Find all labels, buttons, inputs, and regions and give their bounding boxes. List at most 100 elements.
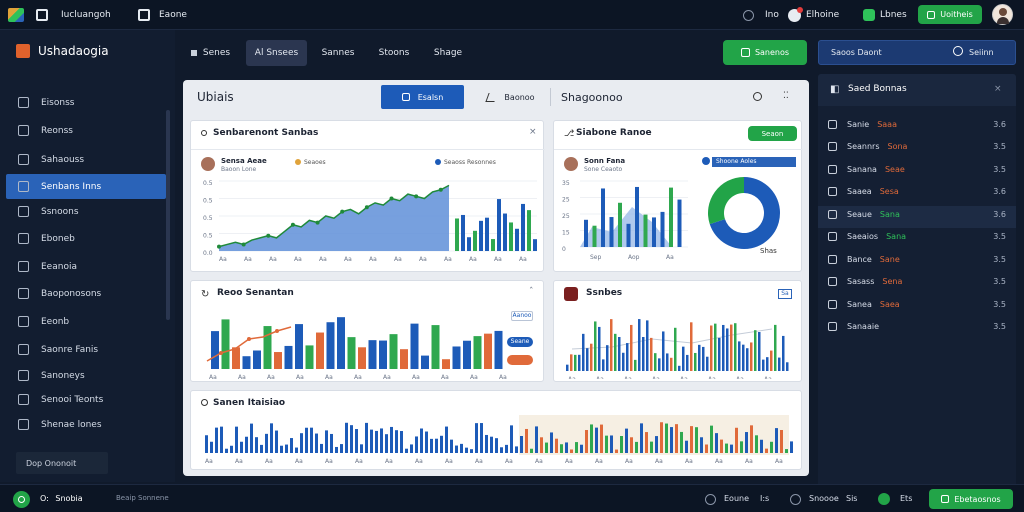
sync-icon[interactable] bbox=[790, 494, 801, 505]
panel-row[interactable]: Sanea Saea 3.5 bbox=[828, 294, 1006, 314]
primary-label: Esalsn bbox=[417, 92, 444, 102]
topbar-action-button[interactable]: Uoitheis bbox=[918, 5, 982, 24]
topbar-ino[interactable]: Ino bbox=[743, 0, 779, 30]
filter-pill[interactable]: Aanoo bbox=[511, 311, 533, 321]
topbar-lbnes[interactable]: Lbnes bbox=[863, 0, 907, 30]
tab-label: Shage bbox=[433, 48, 463, 58]
search-bar[interactable]: Saoos Daont Seiinn bbox=[818, 40, 1016, 65]
sidebar-item[interactable]: Shenae lones bbox=[6, 412, 166, 437]
search-icon[interactable] bbox=[953, 46, 963, 56]
collapse-icon[interactable]: ˆ bbox=[529, 287, 534, 297]
avatar bbox=[201, 157, 215, 171]
tick-label: Aa bbox=[415, 458, 423, 465]
tab-stoons[interactable]: Stoons bbox=[370, 40, 418, 66]
tab-senes[interactable]: Senes bbox=[183, 40, 238, 66]
secondary-button[interactable]: Baonoo bbox=[475, 85, 547, 109]
badge[interactable]: Sa bbox=[778, 289, 792, 299]
status-icon[interactable] bbox=[13, 491, 30, 508]
panel-row[interactable]: Saaea Sesa 3.6 bbox=[828, 182, 1006, 202]
record-icon bbox=[564, 287, 578, 301]
close-icon[interactable]: × bbox=[994, 84, 1002, 94]
row-number: 3.6 bbox=[993, 209, 1006, 219]
sidebar-item[interactable]: Eboneb bbox=[6, 226, 166, 251]
sidebar-item[interactable]: Eisonss bbox=[6, 90, 166, 115]
sidebar-item[interactable]: Ssnoons bbox=[6, 199, 166, 224]
app-logo[interactable] bbox=[8, 0, 24, 30]
tab-sannes[interactable]: Sannes bbox=[312, 40, 364, 66]
bar bbox=[284, 345, 293, 369]
status-snoooe: Snoooe bbox=[809, 494, 839, 503]
tick-label: Aa bbox=[595, 458, 603, 465]
panel-row[interactable]: Saeaios Sana 3.5 bbox=[828, 227, 1006, 247]
bar bbox=[440, 435, 443, 453]
tick-label: Aa bbox=[568, 376, 576, 379]
brand-icon bbox=[16, 44, 30, 58]
sidebar-footer-button[interactable]: Dop Ononoit bbox=[16, 452, 108, 474]
card-action-button[interactable]: Seaon bbox=[748, 126, 797, 141]
panel-row[interactable]: Sanana Seae 3.5 bbox=[828, 159, 1006, 179]
bar bbox=[730, 444, 733, 453]
sidebar-brand[interactable]: Ushadaogia bbox=[16, 44, 109, 58]
row-icon bbox=[828, 232, 837, 241]
sidebar-item[interactable]: Sahaouss bbox=[6, 147, 166, 172]
bar bbox=[535, 426, 538, 453]
panel-row[interactable]: Sanaaie 3.5 bbox=[828, 317, 1006, 337]
tab-al-snsees[interactable]: Al Snsees bbox=[246, 40, 307, 66]
bar bbox=[658, 358, 661, 371]
bar bbox=[638, 319, 641, 371]
bar bbox=[325, 430, 328, 453]
bar bbox=[300, 433, 303, 453]
bar bbox=[595, 427, 598, 453]
bar bbox=[630, 437, 633, 453]
bar bbox=[431, 325, 440, 369]
sidebar-item[interactable]: Senbans Inns bbox=[6, 174, 166, 199]
bar bbox=[715, 433, 718, 453]
bar bbox=[566, 364, 569, 371]
sidebar-item[interactable]: Reonss bbox=[6, 118, 166, 143]
row-icon bbox=[828, 277, 837, 286]
primary-button[interactable]: Esalsn bbox=[381, 85, 464, 109]
menu-item[interactable]: Eaone bbox=[138, 0, 187, 30]
card-bars: ↻ Reoo Senantan ˆ Aa Aa Aa Aa Aa Aa Aa Aa Aa Aa Aa… bbox=[190, 280, 544, 382]
panel-row[interactable]: Sanie Saaa 3.6 bbox=[828, 114, 1006, 134]
sidebar-item[interactable]: Baoponosons bbox=[6, 281, 166, 306]
cta-button[interactable]: Sanenos bbox=[723, 40, 807, 65]
status-action-button[interactable]: Ebetaosnos bbox=[929, 489, 1013, 509]
bar bbox=[480, 423, 483, 453]
panel-row[interactable]: Bance Sane 3.5 bbox=[828, 249, 1006, 269]
data-point bbox=[364, 205, 369, 210]
bar bbox=[545, 442, 548, 453]
sidebar-item[interactable]: Saonre Fanis bbox=[6, 337, 166, 362]
tick-label: Aa bbox=[505, 458, 513, 465]
clock-icon[interactable] bbox=[705, 494, 716, 505]
tick-label: Aa bbox=[295, 458, 303, 465]
tick-label: Aa bbox=[369, 256, 377, 263]
search-input[interactable]: Saoos Daont bbox=[831, 48, 882, 57]
more-icon[interactable]: ⁚⁚ bbox=[783, 91, 789, 101]
tab-shage[interactable]: Shage bbox=[424, 40, 472, 66]
panel-row[interactable]: Sasass Sena 3.5 bbox=[828, 272, 1006, 292]
avatar[interactable] bbox=[992, 4, 1013, 25]
bar bbox=[358, 347, 366, 369]
search-button[interactable]: Seiinn bbox=[969, 48, 994, 57]
bar bbox=[590, 424, 593, 453]
sidebar-item[interactable]: Senooi Teonts bbox=[6, 387, 166, 412]
sidebar-item[interactable]: Eeanoia bbox=[6, 254, 166, 279]
bar bbox=[570, 449, 573, 453]
bar bbox=[515, 228, 519, 251]
tick-label: Sep bbox=[590, 254, 602, 261]
app-menu[interactable]: Iucluangoh bbox=[36, 0, 111, 30]
bar bbox=[435, 438, 438, 453]
sidebar-scrollbar[interactable] bbox=[166, 110, 170, 320]
panel-row[interactable]: Seaue Sana 3.6 bbox=[828, 204, 1006, 224]
sidebar-item[interactable]: Sanoneys bbox=[6, 363, 166, 388]
bar bbox=[662, 331, 665, 371]
panel-row[interactable]: Seannrs Sona 3.5 bbox=[828, 137, 1006, 157]
search-icon[interactable] bbox=[753, 92, 762, 101]
filter-pill[interactable]: Seane bbox=[507, 337, 533, 347]
sidebar-item[interactable]: Eeonb bbox=[6, 309, 166, 334]
bar bbox=[609, 217, 614, 247]
nav-icon bbox=[18, 344, 29, 355]
topbar-notifications[interactable]: Elhoine bbox=[788, 0, 839, 30]
close-icon[interactable]: × bbox=[529, 127, 537, 137]
